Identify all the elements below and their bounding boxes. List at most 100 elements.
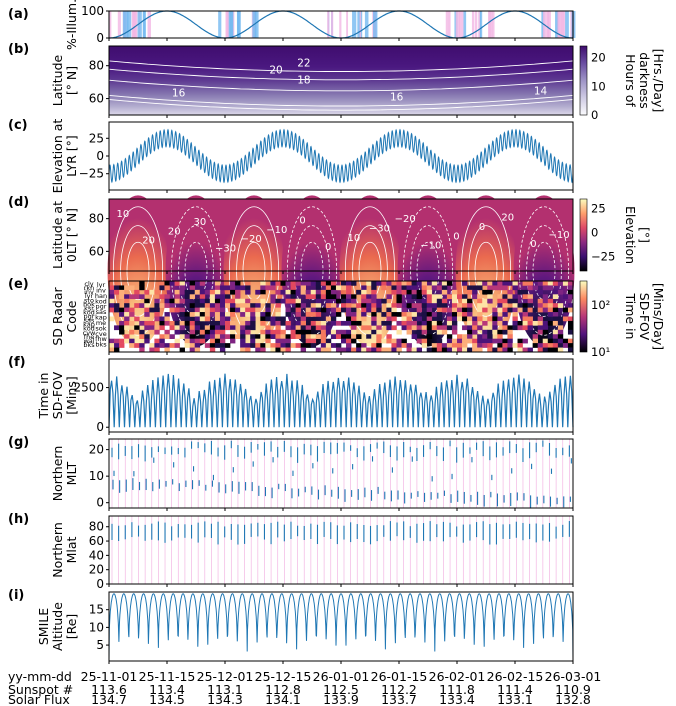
heat-cell xyxy=(346,321,351,326)
heat-cell xyxy=(391,285,396,290)
heat-cell xyxy=(346,303,351,308)
heat-cell xyxy=(346,334,351,339)
colorbar-tick-label: 25 xyxy=(591,202,606,216)
heat-cell xyxy=(563,317,568,322)
heat-cell xyxy=(275,325,280,330)
heat-cell xyxy=(230,334,235,339)
eclipse-band xyxy=(118,11,121,38)
heat-cell xyxy=(250,334,255,339)
heat-cell xyxy=(331,317,336,322)
heat-cell xyxy=(482,308,487,313)
contour-label: 0 xyxy=(299,215,305,226)
heat-cell xyxy=(492,321,497,326)
heat-cell xyxy=(159,294,164,299)
heat-cell xyxy=(553,330,558,335)
heat-cell xyxy=(396,299,401,304)
heat-cell xyxy=(129,330,134,335)
heat-cell xyxy=(275,334,280,339)
heat-cell xyxy=(215,317,220,322)
heat-cell xyxy=(331,330,336,335)
heat-cell xyxy=(139,281,144,286)
heat-cell xyxy=(568,343,573,348)
heat-cell xyxy=(497,339,502,344)
heat-cell xyxy=(134,294,139,299)
heat-cell xyxy=(119,330,124,335)
heat-cell xyxy=(417,339,422,344)
heat-cell xyxy=(563,343,568,348)
heat-cell xyxy=(502,294,507,299)
contour-label: −10 xyxy=(549,230,570,241)
heat-cell xyxy=(139,334,144,339)
heat-cell xyxy=(432,325,437,330)
heat-cell xyxy=(346,294,351,299)
heat-cell xyxy=(487,290,492,295)
heat-cell xyxy=(286,290,291,295)
x-tick-flux: 134.3 xyxy=(207,692,243,706)
heat-cell xyxy=(119,325,124,330)
heat-cell xyxy=(462,325,467,330)
heat-cell xyxy=(139,285,144,290)
heat-cell xyxy=(477,285,482,290)
heat-cell xyxy=(528,308,533,313)
heat-cell xyxy=(286,321,291,326)
heat-cell xyxy=(230,290,235,295)
heat-cell xyxy=(427,308,432,313)
heat-cell xyxy=(124,285,129,290)
heat-cell xyxy=(427,312,432,317)
y-axis-label: Mlat xyxy=(64,536,79,563)
x-axis-table: yy-mm-ddSunspot #Solar Flux25-11-01113.6… xyxy=(8,669,601,706)
heat-cell xyxy=(417,330,422,335)
heat-cell xyxy=(402,321,407,326)
heat-cell xyxy=(447,343,452,348)
heat-cell xyxy=(376,281,381,286)
heat-cell xyxy=(185,312,190,317)
heat-cell xyxy=(376,325,381,330)
heat-cell xyxy=(296,299,301,304)
heat-cell xyxy=(190,343,195,348)
heat-cell xyxy=(437,294,442,299)
heat-cell xyxy=(396,343,401,348)
heat-cell xyxy=(528,321,533,326)
heat-cell xyxy=(371,281,376,286)
heat-cell xyxy=(563,294,568,299)
heat-cell xyxy=(220,312,225,317)
heat-cell xyxy=(291,334,296,339)
heat-cell xyxy=(190,334,195,339)
heat-cell xyxy=(432,294,437,299)
heat-cell xyxy=(225,303,230,308)
heat-cell xyxy=(321,339,326,344)
heat-cell xyxy=(291,325,296,330)
heat-cell xyxy=(523,308,528,313)
heat-cell xyxy=(275,281,280,286)
heat-cell xyxy=(507,334,512,339)
heat-cell xyxy=(205,303,210,308)
heat-cell xyxy=(291,281,296,286)
heat-cell xyxy=(255,299,260,304)
heat-cell xyxy=(225,317,230,322)
heat-cell xyxy=(215,334,220,339)
heat-cell xyxy=(386,317,391,322)
heat-cell xyxy=(301,325,306,330)
heat-cell xyxy=(341,334,346,339)
heat-cell xyxy=(396,312,401,317)
heat-cell xyxy=(523,317,528,322)
heat-cell xyxy=(361,294,366,299)
heat-cell xyxy=(442,303,447,308)
heat-cell xyxy=(240,285,245,290)
heat-cell xyxy=(548,281,553,286)
heat-cell xyxy=(407,317,412,322)
contour-label: 10 xyxy=(117,209,130,220)
heat-cell xyxy=(220,294,225,299)
heat-cell xyxy=(119,343,124,348)
heat-cell xyxy=(144,303,149,308)
heat-cell xyxy=(291,285,296,290)
colorbar xyxy=(580,199,587,271)
heat-cell xyxy=(190,294,195,299)
heat-cell xyxy=(275,321,280,326)
heat-cell xyxy=(457,303,462,308)
heat-cell xyxy=(331,294,336,299)
heat-cell xyxy=(170,334,175,339)
heat-cell xyxy=(301,321,306,326)
heat-cell xyxy=(538,299,543,304)
heat-cell xyxy=(442,281,447,286)
